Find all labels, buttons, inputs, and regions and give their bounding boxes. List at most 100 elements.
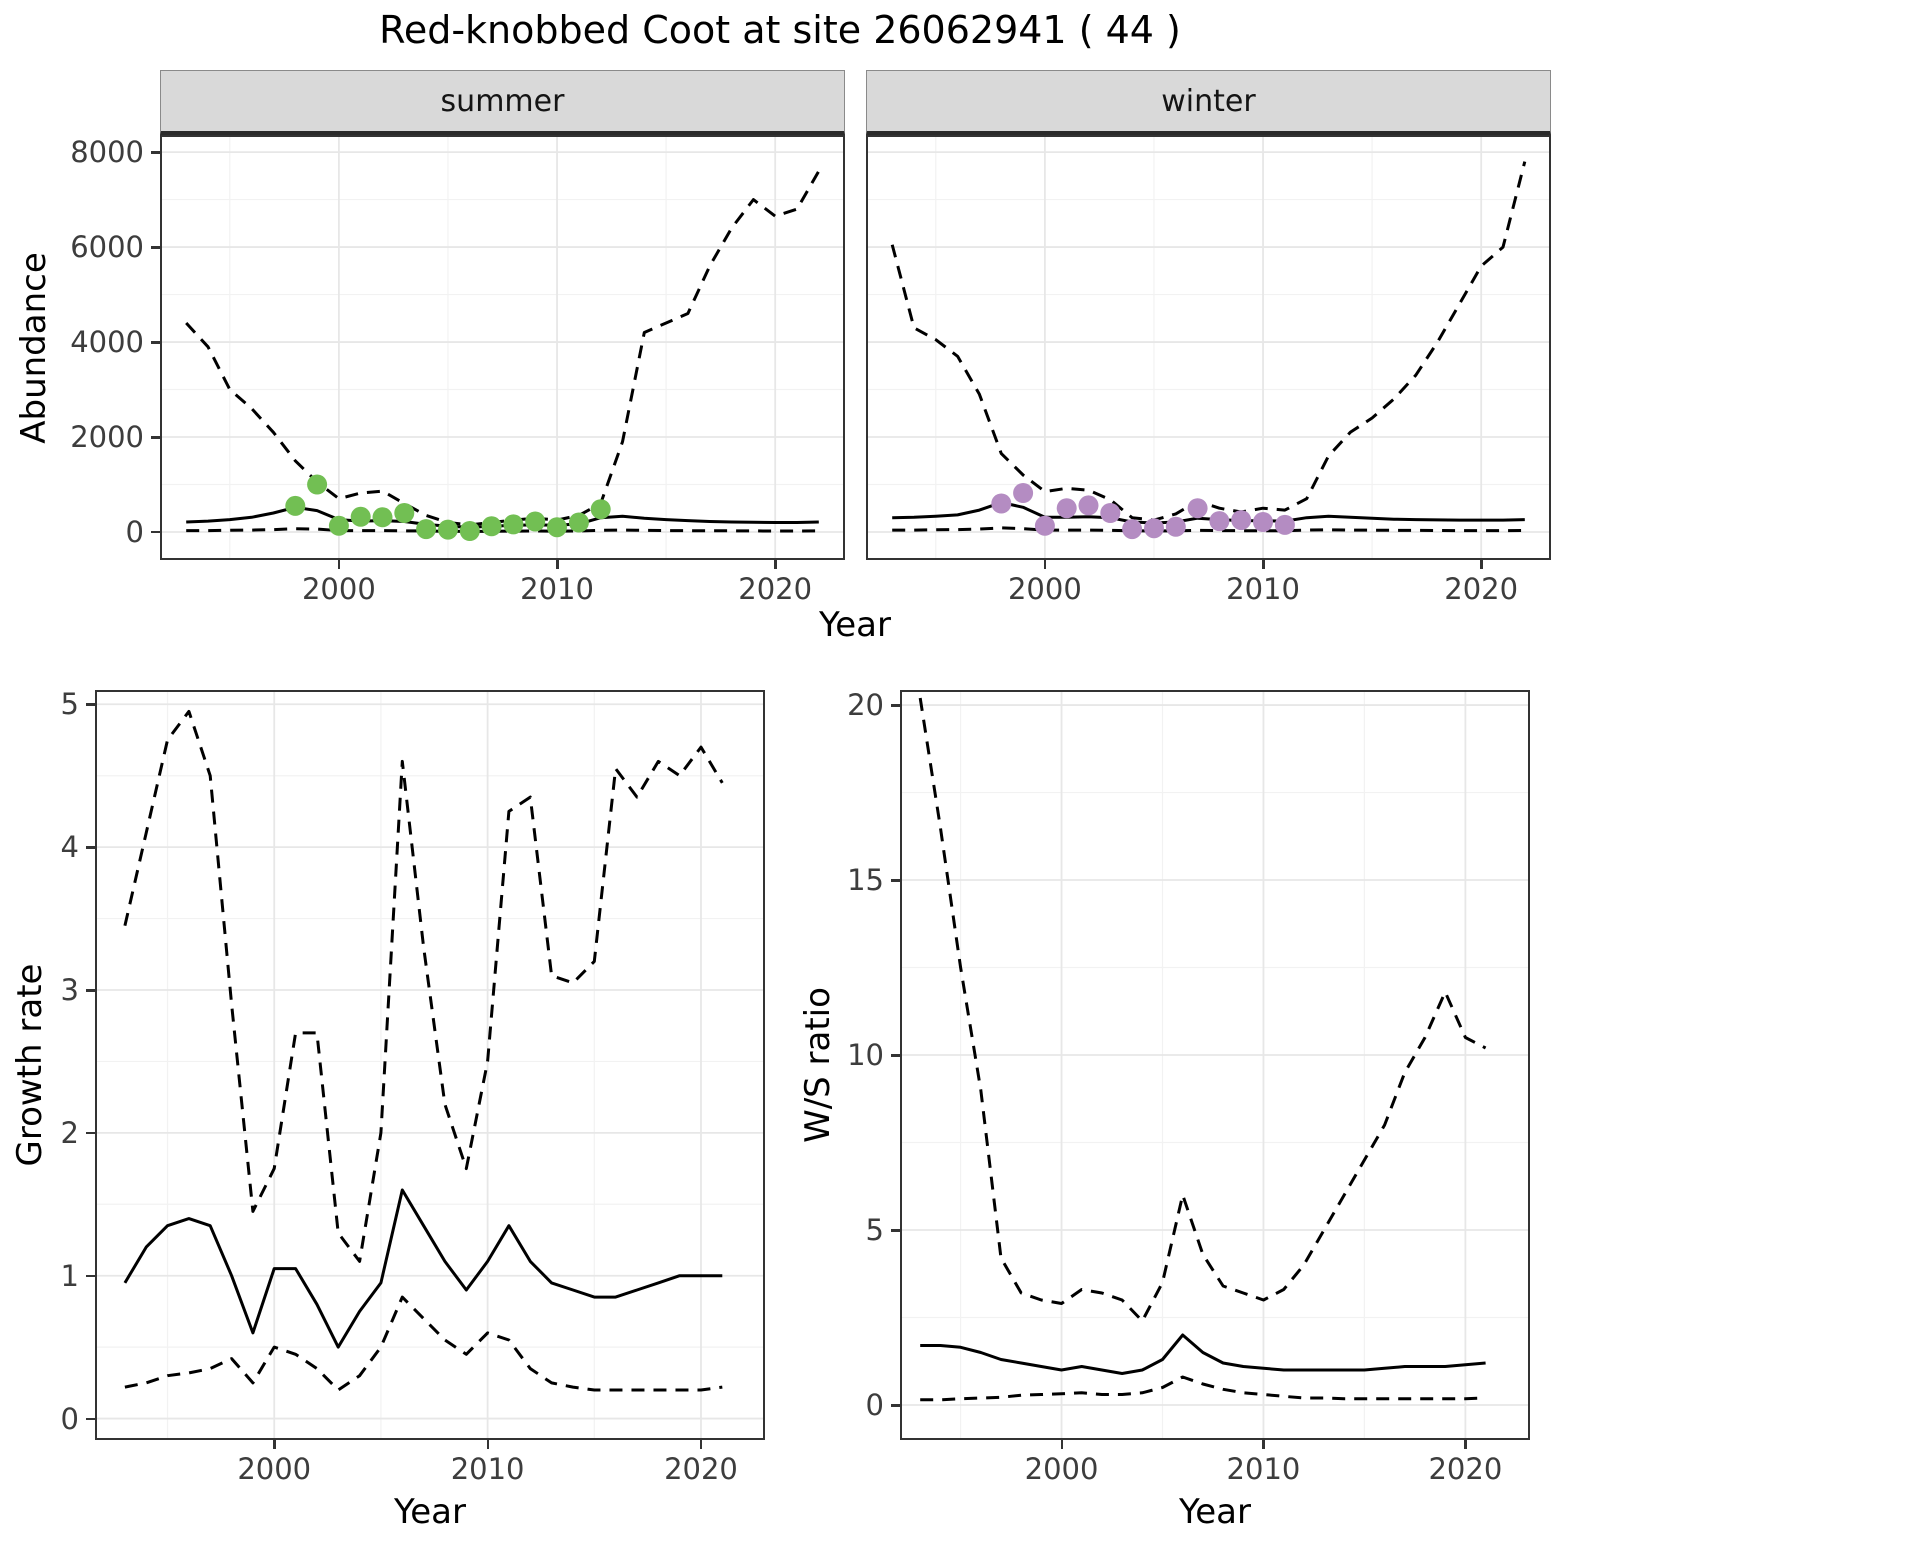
chart-title: Red-knobbed Coot at site 26062941 ( 44 ) <box>379 8 1181 52</box>
series-upper_ci <box>918 697 1487 1323</box>
data-point-observed_counts_winter <box>991 493 1012 514</box>
data-point-observed_counts_winter <box>1078 495 1099 516</box>
x-tick-label: 2020 <box>1428 1452 1503 1486</box>
data-point-observed_counts_summer <box>372 507 393 528</box>
x-tick-label: 2020 <box>664 1452 738 1486</box>
data-point-observed_counts_winter <box>1187 498 1208 519</box>
series-upper_ci <box>890 161 1527 522</box>
panel-border <box>900 690 1530 1440</box>
x-axis-label-year-ws: Year <box>1179 1492 1251 1532</box>
data-point-observed_counts_summer <box>568 512 589 533</box>
data-point-observed_counts_winter <box>1100 503 1121 523</box>
y-tick-mark <box>891 879 900 882</box>
data-point-observed_counts_summer <box>416 519 437 540</box>
x-tick-mark <box>699 1440 703 1449</box>
y-tick-mark <box>86 846 95 849</box>
x-axis-label-year-top: Year <box>819 605 891 645</box>
panel-border <box>160 135 845 560</box>
y-tick-mark <box>151 530 160 534</box>
y-tick-label: 3 <box>60 973 79 1007</box>
y-tick-label: 6000 <box>70 230 144 265</box>
series-median <box>186 505 819 529</box>
x-tick-label: 2010 <box>1226 1452 1301 1486</box>
x-tick-mark <box>774 560 777 569</box>
data-point-observed_counts_summer <box>481 516 502 537</box>
series-lower_ci <box>124 1295 723 1392</box>
y-tick-label: 1 <box>60 1258 79 1293</box>
panel-ws-ratio <box>900 690 1530 1440</box>
x-tick-label: 2000 <box>237 1452 312 1486</box>
x-tick-label: 2020 <box>738 572 813 606</box>
data-point-observed_counts_summer <box>590 499 611 520</box>
x-tick-mark <box>1464 1440 1467 1449</box>
data-point-observed_counts_winter <box>1165 516 1186 537</box>
y-axis-label-abundance: Abundance <box>14 252 54 444</box>
y-tick-label: 4000 <box>70 325 144 360</box>
data-point-observed_counts_winter <box>1122 519 1143 540</box>
y-tick-label: 0 <box>60 1401 79 1436</box>
data-point-observed_counts_winter <box>1034 515 1055 536</box>
y-tick-label: 2 <box>60 1115 79 1150</box>
series-lower_ci <box>892 526 1525 533</box>
data-point-observed_counts_summer <box>285 495 306 516</box>
y-tick-mark <box>151 246 160 249</box>
y-tick-mark <box>891 704 900 707</box>
x-tick-label: 2000 <box>1024 1452 1099 1486</box>
y-tick-label: 2000 <box>70 420 144 454</box>
panel-border <box>866 135 1551 560</box>
x-tick-mark <box>1060 1440 1064 1449</box>
x-axis-label-year-growth: Year <box>394 1492 466 1532</box>
data-point-observed_counts_winter <box>1253 512 1273 532</box>
y-tick-label: 0 <box>125 514 144 549</box>
y-tick-label: 20 <box>847 688 884 723</box>
facet-strip-summer: summer <box>160 70 845 135</box>
x-tick-mark <box>273 1440 276 1449</box>
y-tick-mark <box>86 1131 95 1135</box>
data-point-observed_counts_summer <box>394 503 415 523</box>
series-lower_ci <box>186 527 819 533</box>
chart-canvas-growth_rate <box>95 690 765 1440</box>
y-tick-mark <box>891 1404 900 1407</box>
data-point-observed_counts_winter <box>1013 483 1034 503</box>
y-tick-label: 8000 <box>70 135 144 170</box>
facet-strip-winter: winter <box>866 70 1551 135</box>
panel-growth-rate <box>95 690 765 1440</box>
x-tick-mark <box>486 1440 490 1449</box>
facet-label-summer: summer <box>440 83 565 119</box>
y-tick-mark <box>86 703 95 706</box>
x-tick-mark <box>556 560 559 569</box>
series-median <box>920 1333 1486 1375</box>
data-point-observed_counts_summer <box>525 511 546 532</box>
facet-label-winter: winter <box>1161 83 1256 119</box>
series-median <box>892 501 1525 525</box>
data-point-observed_counts_summer <box>328 515 349 536</box>
data-point-observed_counts_summer <box>350 506 371 527</box>
series-median <box>123 1188 723 1349</box>
data-point-observed_counts_summer <box>459 521 480 541</box>
x-tick-mark <box>1262 560 1265 569</box>
data-point-observed_counts_summer <box>307 474 328 495</box>
series-upper_ci <box>123 709 724 1263</box>
panel-abundance-summer <box>160 135 845 560</box>
y-tick-mark <box>86 989 95 992</box>
y-tick-mark <box>891 1229 900 1232</box>
x-tick-label: 2010 <box>520 572 594 606</box>
panel-abundance-winter <box>866 135 1551 560</box>
chart-canvas-ws_ratio <box>900 690 1530 1440</box>
data-point-observed_counts_winter <box>1231 510 1252 531</box>
x-tick-label: 2010 <box>1226 572 1300 606</box>
data-point-observed_counts_summer <box>547 517 567 538</box>
y-tick-mark <box>891 1054 900 1057</box>
y-tick-label: 4 <box>60 830 79 865</box>
x-tick-label: 2000 <box>301 572 376 606</box>
chart-canvas-abundance_winter <box>866 135 1551 560</box>
y-tick-mark <box>86 1417 95 1421</box>
data-point-observed_counts_summer <box>438 519 458 540</box>
x-tick-mark <box>1043 560 1047 569</box>
panel-border <box>95 690 765 1440</box>
series-lower_ci <box>920 1375 1486 1402</box>
data-point-observed_counts_summer <box>503 514 524 535</box>
y-tick-label: 15 <box>847 863 884 898</box>
y-tick-mark <box>151 151 160 154</box>
